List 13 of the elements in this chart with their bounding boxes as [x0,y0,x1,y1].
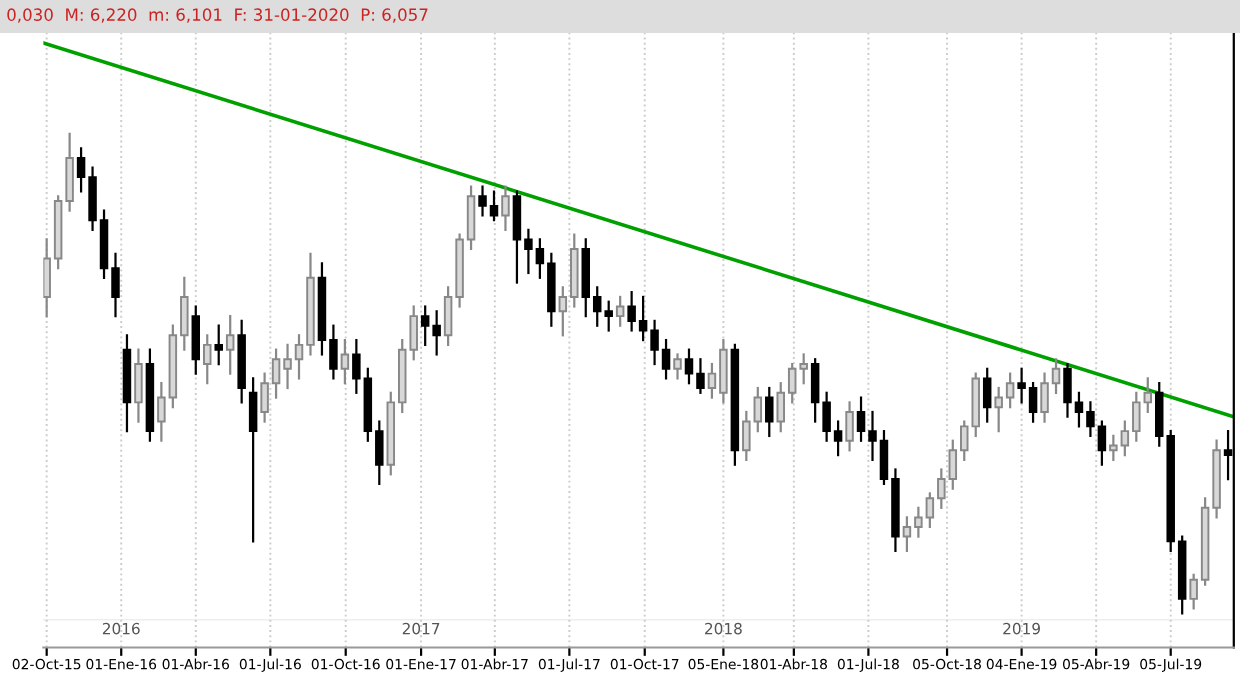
candlestick [134,348,143,423]
candlestick [214,324,223,366]
candlestick [982,367,992,423]
candlestick [673,353,682,380]
candlestick [191,305,201,375]
candlestick [225,315,235,375]
chart-title: 0,030 M: 6,220 m: 6,101 F: 31-01-2020 P: 6,057 [7,8,428,23]
candlestick [615,295,625,327]
candlestick [765,386,774,438]
candlestick [501,185,510,231]
candlestick [845,401,854,452]
candlestick [203,334,212,385]
candlestick [248,377,258,543]
